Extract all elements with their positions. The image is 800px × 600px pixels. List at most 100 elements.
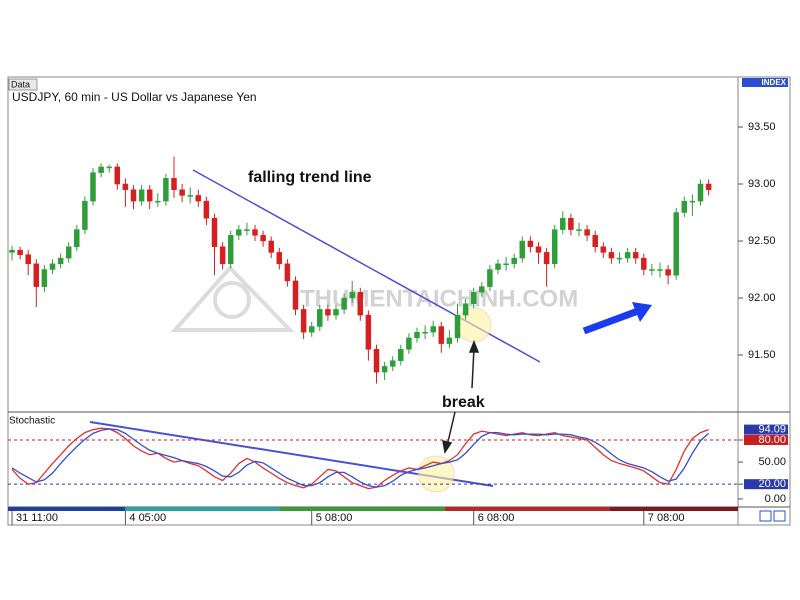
- candle-body: [341, 297, 347, 310]
- candle-body: [470, 292, 477, 304]
- annotation-arrow: [442, 339, 480, 454]
- candle-body: [576, 229, 582, 231]
- y-tick-label: 91.50: [748, 349, 776, 361]
- candle-body: [673, 212, 679, 276]
- y-tick-label: 0.00: [765, 493, 786, 505]
- candle-body: [551, 229, 558, 265]
- candle-body: [438, 326, 445, 344]
- y-tick-label: 93.50: [748, 121, 776, 133]
- zoom-in[interactable]: [759, 510, 772, 522]
- candle-body: [584, 229, 590, 236]
- stochastic-line: [11, 427, 709, 490]
- candle-body: [495, 263, 501, 270]
- x-tick-label: 5 08:00: [316, 512, 353, 524]
- candle-body: [284, 263, 291, 282]
- candle-body: [608, 252, 615, 259]
- candle-body: [41, 269, 48, 287]
- indicator-title: Stochastic: [9, 416, 55, 427]
- y-tick-label: 93.00: [748, 178, 776, 190]
- candle-body: [195, 195, 202, 202]
- candle-body: [446, 337, 453, 344]
- candle-body: [373, 349, 380, 373]
- candle-body: [187, 195, 193, 197]
- candle-body: [381, 366, 388, 373]
- candle-body: [462, 303, 469, 316]
- chart-title: USDJPY, 60 min - US Dollar vs Japanese Y…: [12, 90, 257, 104]
- x-tick-label: 31 11:00: [16, 512, 58, 524]
- candle-body: [106, 166, 112, 169]
- candle-body: [57, 257, 64, 265]
- annotation: break: [442, 394, 485, 411]
- watermark-logo: [170, 265, 295, 332]
- candle-body: [349, 292, 355, 299]
- candle-body: [203, 200, 210, 219]
- candle-body: [357, 292, 364, 316]
- candle-body: [543, 252, 550, 265]
- candle-body: [568, 217, 574, 230]
- candle-body: [171, 178, 177, 190]
- session-strip: [445, 507, 610, 511]
- candle-body: [82, 200, 88, 230]
- panel-label-box: [8, 78, 38, 91]
- axis-label-box: [742, 78, 788, 87]
- candle-body: [689, 200, 696, 203]
- stochastic-line: [11, 428, 710, 488]
- candle-body: [519, 240, 526, 259]
- candle-body: [430, 326, 436, 333]
- candle-body: [138, 189, 145, 202]
- candle-body: [365, 314, 372, 350]
- candle-body: [211, 217, 218, 247]
- y-tick-label: 50.00: [758, 456, 786, 468]
- session-strip: [280, 507, 445, 511]
- candle-body: [705, 183, 712, 190]
- candle-body: [624, 252, 631, 259]
- candle-body: [179, 189, 185, 196]
- candle-body: [219, 246, 226, 265]
- last-value-box: [744, 424, 788, 435]
- candle-body: [697, 183, 704, 202]
- x-tick-label: 4 05:00: [129, 512, 166, 524]
- zoom-out[interactable]: [773, 510, 786, 522]
- candle-body: [600, 246, 607, 253]
- candle-body: [122, 183, 129, 190]
- candle-body: [649, 269, 655, 271]
- zoom-buttons[interactable]: [759, 510, 786, 522]
- candle-body: [592, 235, 598, 247]
- y-tick-label: 92.50: [748, 235, 776, 247]
- candle-body: [503, 263, 509, 266]
- candle-body: [292, 280, 299, 310]
- candle-body: [414, 331, 420, 339]
- candle-body: [98, 166, 104, 173]
- candle-body: [17, 249, 23, 255]
- candle-body: [527, 240, 534, 247]
- candle-body: [155, 200, 161, 203]
- candle-body: [398, 349, 404, 361]
- candle-body: [535, 246, 542, 253]
- candle-body: [665, 269, 671, 276]
- candle-body: [389, 360, 396, 367]
- candle-body: [333, 309, 339, 316]
- candle-body: [325, 309, 331, 316]
- candle-body: [479, 286, 485, 293]
- candle-body: [560, 217, 566, 230]
- candle-body: [65, 246, 72, 259]
- candle-body: [90, 172, 96, 202]
- candle-body: [33, 263, 40, 287]
- direction-arrow: [582, 302, 652, 335]
- break-highlight: [456, 307, 492, 343]
- candle-body: [49, 263, 56, 270]
- session-strip: [610, 507, 738, 511]
- candle-body: [616, 257, 623, 260]
- candle-body: [260, 235, 266, 242]
- y-tick-label: 20.00: [758, 478, 786, 490]
- candle-body: [9, 249, 15, 253]
- session-strip: [8, 507, 125, 511]
- candle-body: [276, 252, 283, 265]
- candle-body: [406, 337, 412, 350]
- candle-body: [236, 229, 242, 236]
- candle-body: [146, 189, 153, 202]
- candle-body: [632, 252, 639, 259]
- candle-body: [74, 229, 80, 247]
